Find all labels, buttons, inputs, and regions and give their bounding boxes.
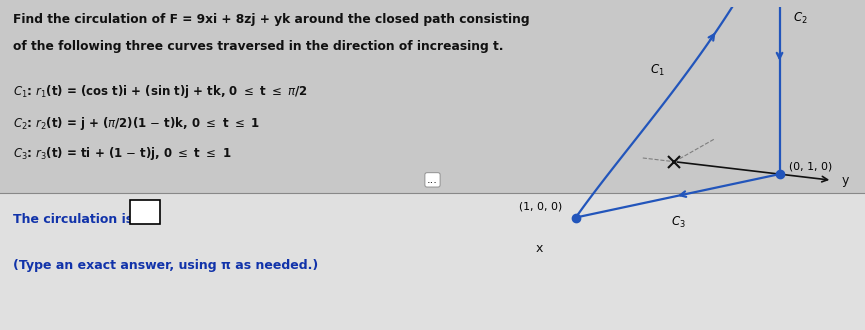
Text: $C_1$: $C_1$ [650, 63, 665, 78]
Text: (0, 1, 0): (0, 1, 0) [790, 161, 833, 171]
Text: ...: ... [427, 175, 438, 185]
Text: $C_2$: $C_2$ [792, 11, 807, 26]
Text: $C_3$: $r_3$(t) = ti + (1 $-$ t)j, 0 $\leq$ t $\leq$ 1: $C_3$: $r_3$(t) = ti + (1 $-$ t)j, 0 $\l… [13, 145, 232, 162]
Text: (Type an exact answer, using π as needed.): (Type an exact answer, using π as needed… [13, 259, 318, 272]
Text: $C_3$: $C_3$ [671, 215, 686, 230]
Text: Find the circulation of F = 9xi + 8zj + yk around the closed path consisting: Find the circulation of F = 9xi + 8zj + … [13, 13, 529, 26]
FancyBboxPatch shape [130, 200, 160, 224]
Bar [0, 0, 865, 193]
Bar [0, 193, 865, 330]
Text: (1, 0, 0): (1, 0, 0) [519, 201, 562, 211]
Text: The circulation is: The circulation is [13, 213, 133, 226]
Text: x: x [536, 242, 543, 255]
Text: of the following three curves traversed in the direction of increasing t.: of the following three curves traversed … [13, 40, 503, 52]
Text: $C_2$: $r_2$(t) = j + ($\pi$/2)(1 $-$ t)k, 0 $\leq$ t $\leq$ 1: $C_2$: $r_2$(t) = j + ($\pi$/2)(1 $-$ t)… [13, 115, 260, 133]
Text: y: y [842, 174, 849, 187]
Text: $C_1$: $r_1$(t) = (cos t)i + (sin t)j + tk, 0 $\leq$ t $\leq$ $\pi$/2: $C_1$: $r_1$(t) = (cos t)i + (sin t)j + … [13, 82, 308, 100]
